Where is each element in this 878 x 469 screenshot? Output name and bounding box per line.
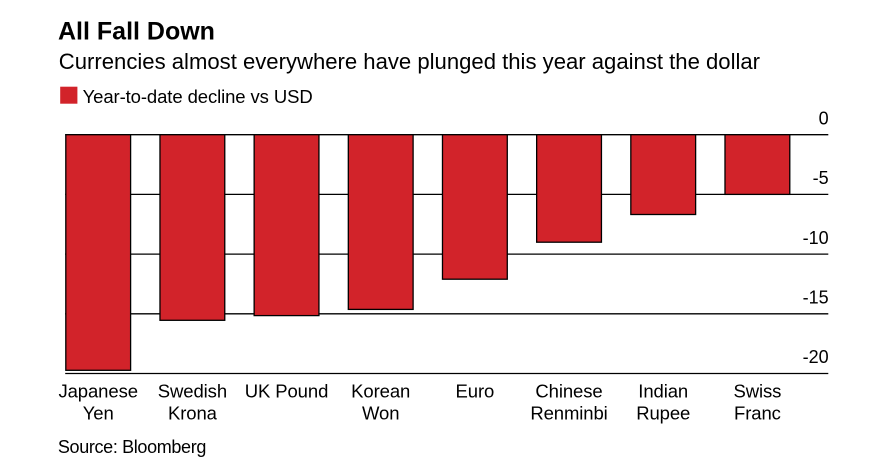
svg-text:0: 0 [819,108,829,128]
svg-text:Korean: Korean [351,380,410,401]
svg-text:-10: -10 [803,228,829,248]
svg-text:-5: -5 [813,168,829,188]
svg-text:Yen: Yen [83,402,114,423]
svg-text:Indian: Indian [638,380,688,401]
svg-text:Swedish: Swedish [158,380,227,401]
svg-text:-20: -20 [803,347,829,367]
svg-text:Chinese: Chinese [535,380,602,401]
svg-text:Rupee: Rupee [636,402,690,423]
svg-text:Source: Bloomberg: Source: Bloomberg [58,437,206,457]
svg-text:Won: Won [362,402,399,423]
svg-text:Euro: Euro [456,380,495,401]
svg-text:Renminbi: Renminbi [530,402,607,423]
svg-text:Krona: Krona [168,402,218,423]
svg-text:-15: -15 [803,288,829,308]
svg-text:All Fall Down: All Fall Down [58,18,215,46]
svg-text:Swiss: Swiss [733,380,781,401]
svg-text:Franc: Franc [734,402,781,423]
svg-text:UK Pound: UK Pound [245,380,329,401]
svg-text:Currencies almost everywhere h: Currencies almost everywhere have plunge… [59,49,760,74]
svg-text:Japanese: Japanese [58,380,137,401]
svg-text:Year-to-date decline vs USD: Year-to-date decline vs USD [83,86,313,107]
